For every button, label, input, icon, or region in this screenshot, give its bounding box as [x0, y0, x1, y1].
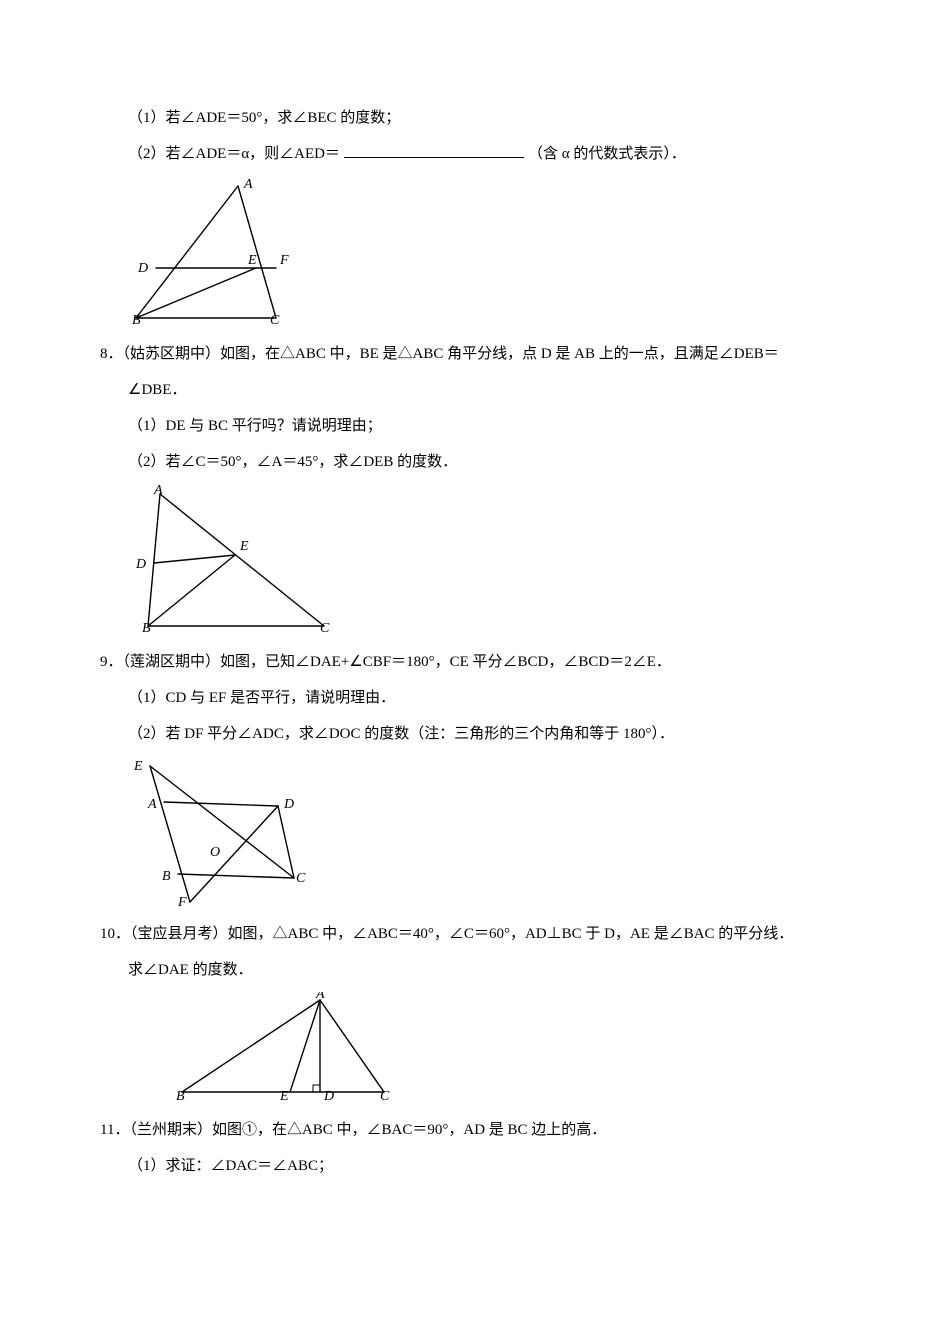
svg-text:F: F [177, 895, 187, 906]
q8-part1: （1）DE 与 BC 平行吗？请说明理由； [100, 408, 850, 444]
svg-text:C: C [296, 871, 306, 886]
q8-figure: A B C D E [100, 484, 850, 634]
svg-text:A: A [315, 992, 325, 1002]
q11-part1: （1）求证：∠DAC＝∠ABC； [100, 1148, 850, 1184]
svg-text:D: D [323, 1089, 334, 1102]
svg-text:D: D [137, 261, 148, 276]
svg-text:C: C [320, 621, 330, 634]
q7-part2-prefix: （2）若∠ADE＝α，则∠AED＝ [128, 146, 340, 162]
svg-text:A: A [153, 484, 163, 498]
svg-text:A: A [243, 177, 253, 192]
svg-text:E: E [239, 539, 249, 554]
q10-stem2: 求∠DAE 的度数． [100, 952, 850, 988]
q7-figure: A D B C E F [100, 176, 850, 326]
q9-part2: （2）若 DF 平分∠ADC，求∠DOC 的度数（注：三角形的三个内角和等于 1… [100, 716, 850, 752]
q8-stem-line1: 8．（姑苏区期中）如图，在△ABC 中，BE 是△ABC 角平分线，点 D 是 … [100, 336, 850, 372]
question-10: 10．（宝应县月考）如图，△ABC 中，∠ABC＝40°，∠C＝60°，AD⊥B… [100, 916, 850, 1102]
question-7-cont: （1）若∠ADE＝50°，求∠BEC 的度数； （2）若∠ADE＝α，则∠AED… [100, 100, 850, 326]
q7-part2: （2）若∠ADE＝α，则∠AED＝ （含 α 的代数式表示）． [100, 136, 850, 172]
svg-text:C: C [380, 1089, 390, 1102]
svg-text:F: F [279, 253, 289, 268]
svg-text:E: E [133, 759, 143, 774]
q10-figure: A B C D E [100, 992, 850, 1102]
q7-part2-suffix: （含 α 的代数式表示）． [528, 146, 686, 162]
svg-text:A: A [147, 797, 157, 812]
svg-text:D: D [283, 797, 294, 812]
q9-figure: E A D B C F O [100, 756, 850, 906]
svg-text:O: O [210, 845, 220, 860]
q7-part1: （1）若∠ADE＝50°，求∠BEC 的度数； [100, 100, 850, 136]
question-8: 8．（姑苏区期中）如图，在△ABC 中，BE 是△ABC 角平分线，点 D 是 … [100, 336, 850, 634]
q8-stem-line2: ∠DBE． [100, 372, 850, 408]
q9-part1: （1）CD 与 EF 是否平行，请说明理由． [100, 680, 850, 716]
q7-blank [344, 142, 524, 158]
svg-text:B: B [132, 313, 141, 326]
svg-text:B: B [142, 621, 151, 634]
svg-text:E: E [279, 1089, 289, 1102]
q8-part2: （2）若∠C＝50°，∠A＝45°，求∠DEB 的度数． [100, 444, 850, 480]
svg-text:D: D [135, 557, 146, 572]
question-9: 9．（莲湖区期中）如图，已知∠DAE+∠CBF＝180°，CE 平分∠BCD，∠… [100, 644, 850, 906]
q10-stem: 10．（宝应县月考）如图，△ABC 中，∠ABC＝40°，∠C＝60°，AD⊥B… [100, 916, 850, 952]
svg-text:C: C [270, 313, 280, 326]
q9-stem: 9．（莲湖区期中）如图，已知∠DAE+∠CBF＝180°，CE 平分∠BCD，∠… [100, 644, 850, 680]
q11-stem: 11．（兰州期末）如图①，在△ABC 中，∠BAC＝90°，AD 是 BC 边上… [100, 1112, 850, 1148]
svg-text:B: B [162, 869, 171, 884]
svg-text:E: E [247, 253, 257, 268]
svg-text:B: B [176, 1089, 185, 1102]
question-11: 11．（兰州期末）如图①，在△ABC 中，∠BAC＝90°，AD 是 BC 边上… [100, 1112, 850, 1184]
